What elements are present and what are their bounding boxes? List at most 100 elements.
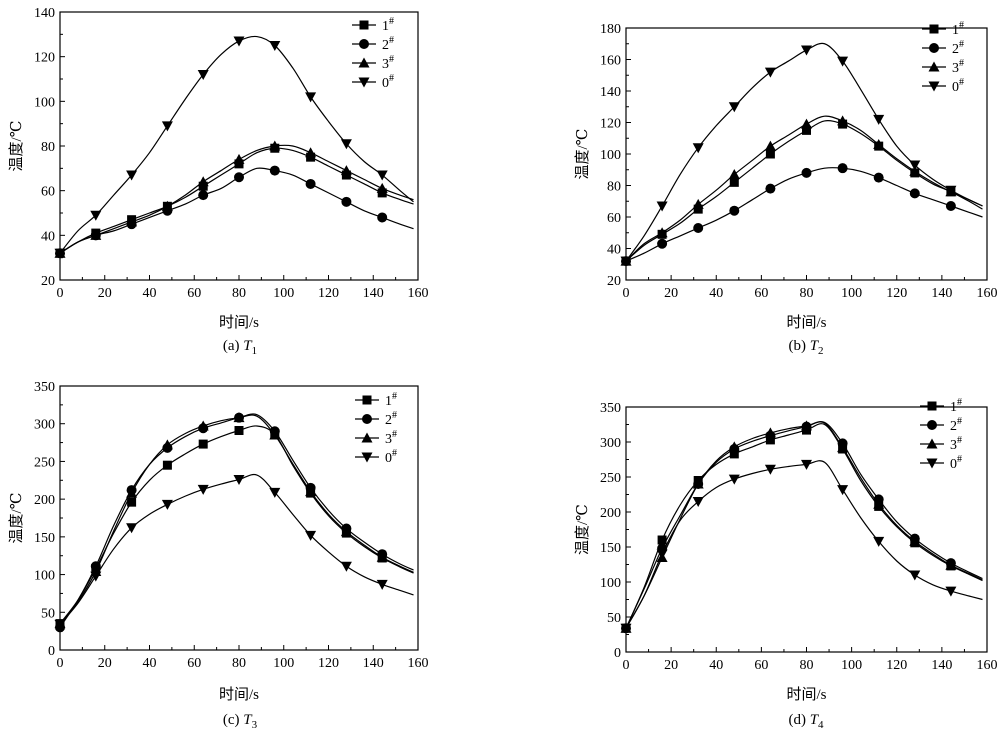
y-tick-label: 50: [607, 611, 621, 626]
data-point: [801, 459, 812, 470]
series-line: [59, 414, 414, 624]
x-axis-label: 时间/s: [786, 314, 826, 331]
data-point: [126, 487, 138, 498]
legend-label: 2#: [952, 39, 964, 57]
y-tick-label: 60: [41, 185, 55, 200]
y-tick-label: 20: [607, 274, 621, 289]
legend-label: 0#: [382, 73, 394, 91]
caption-subscript: 1: [252, 345, 258, 357]
data-point: [764, 427, 776, 438]
data-point: [728, 441, 740, 452]
legend-label: 2#: [950, 416, 962, 434]
data-point: [161, 121, 173, 132]
x-tick-label: 60: [187, 656, 201, 671]
legend-number: 0: [382, 76, 389, 91]
legend-marker: [358, 77, 370, 88]
legend-superscript: #: [392, 448, 397, 459]
data-point: [305, 486, 317, 497]
legend: 1#2#3#0#: [352, 16, 394, 91]
data-point: [909, 188, 920, 199]
legend-number: 0: [385, 451, 392, 466]
plot-frame: [59, 11, 419, 281]
x-tick-label: 0: [623, 286, 630, 301]
data-point: [837, 115, 849, 126]
x-tick-label: 20: [664, 286, 678, 301]
legend-number: 2: [950, 419, 957, 434]
data-point: [376, 551, 388, 562]
x-tick-label: 20: [664, 658, 678, 673]
legend-label: 3#: [382, 54, 394, 72]
data-point: [728, 474, 740, 485]
legend-superscript: #: [957, 435, 962, 446]
data-point: [765, 183, 776, 194]
data-point: [692, 497, 704, 507]
series-2: [54, 412, 414, 629]
data-point: [873, 172, 884, 183]
y-tick-label: 80: [607, 180, 621, 195]
data-point: [656, 201, 668, 212]
series-2: [54, 140, 414, 258]
series-3: [54, 35, 414, 259]
x-tick-label: 40: [143, 656, 157, 671]
panel-caption: (a) T1: [223, 338, 257, 357]
data-point: [764, 67, 776, 78]
data-point: [693, 204, 703, 214]
x-axis-label: 时间/s: [219, 686, 259, 703]
x-tick-label: 100: [273, 656, 294, 671]
data-point: [197, 70, 209, 81]
data-point: [54, 248, 66, 259]
x-tick-label: 140: [931, 286, 952, 301]
data-point: [54, 619, 66, 630]
x-tick-label: 20: [98, 286, 112, 301]
y-tick-label: 300: [600, 436, 621, 451]
legend-label: 1#: [950, 397, 962, 415]
data-point: [909, 165, 921, 176]
series-1: [55, 165, 414, 259]
x-tick-label: 40: [709, 286, 723, 301]
data-point: [269, 41, 281, 51]
data-point: [945, 200, 956, 211]
data-point: [234, 426, 244, 436]
data-point: [764, 140, 776, 151]
legend: 1#2#3#0#: [355, 391, 397, 466]
data-point: [837, 163, 848, 174]
panel-caption: (c) T3: [223, 712, 258, 731]
data-point: [909, 570, 921, 581]
data-point: [620, 256, 632, 267]
data-point: [197, 176, 209, 187]
x-tick-label: 120: [886, 658, 907, 673]
series-0: [621, 119, 983, 266]
data-point: [340, 165, 352, 176]
legend-marker: [359, 39, 369, 49]
chart-panel-T1: 0 20 40 60 80 100 120 140 16020406080100120140时间…: [8, 6, 429, 357]
x-tick-label: 120: [318, 656, 339, 671]
x-tick-label: 40: [709, 658, 723, 673]
legend-superscript: #: [959, 20, 964, 31]
series-line: [625, 421, 983, 629]
data-point: [234, 172, 244, 183]
data-point: [692, 143, 704, 154]
legend-marker: [927, 401, 937, 411]
x-tick-label: 120: [886, 286, 907, 301]
legend-number: 1: [950, 400, 957, 415]
series-0: [55, 425, 414, 629]
data-point: [729, 177, 739, 187]
data-point: [728, 168, 740, 179]
y-tick-label: 120: [34, 51, 55, 66]
x-tick-label: 140: [931, 658, 952, 673]
x-tick-label: 160: [977, 658, 998, 673]
data-point: [341, 196, 352, 207]
legend-superscript: #: [959, 77, 964, 88]
y-tick-label: 150: [600, 541, 621, 556]
data-point: [801, 167, 812, 178]
data-point: [764, 464, 776, 475]
data-point: [233, 475, 245, 486]
series-1: [55, 412, 414, 633]
legend-label: 2#: [385, 410, 397, 428]
data-point: [729, 205, 740, 216]
legend-number: 0: [950, 457, 957, 472]
y-tick-label: 20: [41, 274, 55, 289]
data-point: [162, 460, 172, 470]
data-point: [340, 561, 352, 572]
legend: 1#2#3#0#: [920, 397, 962, 472]
